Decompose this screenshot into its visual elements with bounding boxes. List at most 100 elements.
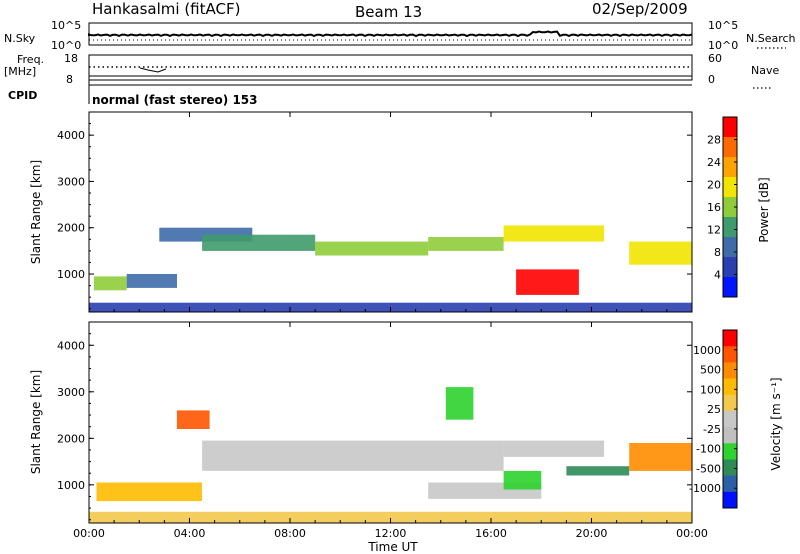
velocity-colorbar-tick-label: 500 [700,364,721,377]
velocity-region [202,440,504,471]
power-colorbar-cell [723,177,737,198]
power-colorbar-cell [723,237,737,258]
station-title: Hankasalmi (fitACF) [92,0,240,18]
power-region [126,274,177,288]
velocity-y-tick-label: 4000 [57,339,85,352]
time-x-axis: 00:00 04:00 08:00 12:00 16:00 20:00 00:00 [73,112,708,540]
velocity-colorbar-cell [723,459,737,477]
velocity-region [503,440,605,457]
velocity-colorbar-cell [723,427,737,444]
velocity-data [89,387,692,523]
velocity-colorbar: 1000 500 100 25 -25 -100 -500 -1000 [689,329,738,509]
beam-label: Beam 13 [355,3,422,21]
velocity-colorbar-frame [722,329,738,509]
x-tick-label: 00:00 [73,527,105,540]
nsky-panel [88,22,693,46]
nsky-tick-high: 10^5 [51,19,81,32]
velocity-colorbar-cell [723,410,737,428]
power-region [94,276,127,291]
x-tick-label: 16:00 [475,527,507,540]
velocity-region [176,410,210,429]
velocity-colorbar-cell [723,378,737,396]
power-colorbar-cell [723,257,737,278]
power-colorbar-tick-label: 28 [707,134,721,147]
velocity-colorbar-tick-label: -1000 [689,482,721,495]
freq-unit: [MHz] [4,65,36,78]
power-y-tick-label: 3000 [57,175,85,188]
freq-tick-high: 18 [64,52,78,65]
power-panel [88,111,693,313]
power-colorbar-label: Power [dB] [757,177,771,242]
power-y-tick-label: 4000 [57,129,85,142]
power-colorbar-tick-label: 24 [707,156,721,169]
velocity-colorbar-cell [723,362,737,380]
nsearch-label: N.Search [746,32,796,45]
velocity-colorbar-tick-label: -25 [703,423,721,436]
power-y-tick-label: 2000 [57,222,85,235]
power-colorbar-tick-label: 16 [707,201,721,214]
nsky-tick-low: 10^0 [51,39,81,52]
power-y-axis: 1000 2000 3000 4000 [57,123,692,310]
velocity-colorbar-cell [723,475,737,493]
velocity-colorbar-cell [723,330,737,347]
velocity-region [503,470,542,490]
x-tick-label: 12:00 [375,527,407,540]
velocity-colorbar-cell [723,346,737,363]
power-colorbar: 4 8 12 16 20 24 28 [707,116,738,298]
velocity-colorbar-cell [723,394,737,412]
power-region [503,225,605,242]
power-colorbar-cell [723,277,737,298]
freq-tick-low: 8 [66,73,73,86]
power-region [516,269,579,295]
power-colorbar-cell [723,157,737,178]
velocity-colorbar-cell [723,443,737,460]
velocity-colorbar-label: Velocity [m s⁻¹] [769,377,783,470]
power-region [315,241,429,256]
x-label: Time UT [367,540,418,554]
velocity-colorbar-tick-label: 100 [700,383,721,396]
velocity-colorbar-tick-label: 1000 [693,344,721,357]
power-colorbar-tick-label: 8 [714,246,721,259]
power-data [89,225,692,312]
power-colorbar-cell [723,217,737,238]
power-colorbar-tick-label: 12 [707,224,721,237]
velocity-region [629,443,692,471]
nave-tick-high: 60 [708,52,722,65]
velocity-y-tick-label: 1000 [57,479,85,492]
nsky-right-tick-high: 10^5 [708,19,738,32]
velocity-colorbar-tick-label: -500 [696,462,721,475]
noise-trace-line [88,30,693,38]
freq-dip [139,67,167,73]
velocity-region [445,387,474,420]
nave-tick-low: 0 [708,73,715,86]
velocity-colorbar-cell [723,491,737,509]
power-colorbar-cell [723,137,737,158]
x-tick-label: 00:00 [676,527,708,540]
velocity-region [566,466,630,476]
power-colorbar-cell [723,117,737,138]
velocity-y-axis: 1000 2000 3000 4000 [57,333,692,521]
power-region [202,234,316,251]
power-region [428,237,504,251]
velocity-region [96,482,202,502]
cpid-label: CPID [8,89,37,102]
power-y-tick-label: 1000 [57,268,85,281]
power-y-label: Slant Range [km] [29,160,43,264]
cpid-text: normal (fast stereo) 153 [92,93,258,107]
velocity-region [89,511,692,523]
nsky-right-tick-low: 10^0 [708,39,738,52]
freq-label: Freq. [17,53,44,66]
velocity-y-tick-label: 2000 [57,432,85,445]
noise-trace [88,30,693,41]
velocity-colorbar-tick-label: -100 [696,443,721,456]
power-colorbar-cell [723,197,737,218]
x-tick-label: 08:00 [274,527,306,540]
x-tick-label: 20:00 [576,527,608,540]
power-colorbar-tick-label: 4 [714,269,721,282]
velocity-colorbar-tick-label: 25 [707,403,721,416]
velocity-y-tick-label: 3000 [57,386,85,399]
x-tick-label: 04:00 [174,527,206,540]
power-colorbar-tick-label: 20 [707,179,721,192]
date-label: 02/Sep/2009 [592,0,688,18]
